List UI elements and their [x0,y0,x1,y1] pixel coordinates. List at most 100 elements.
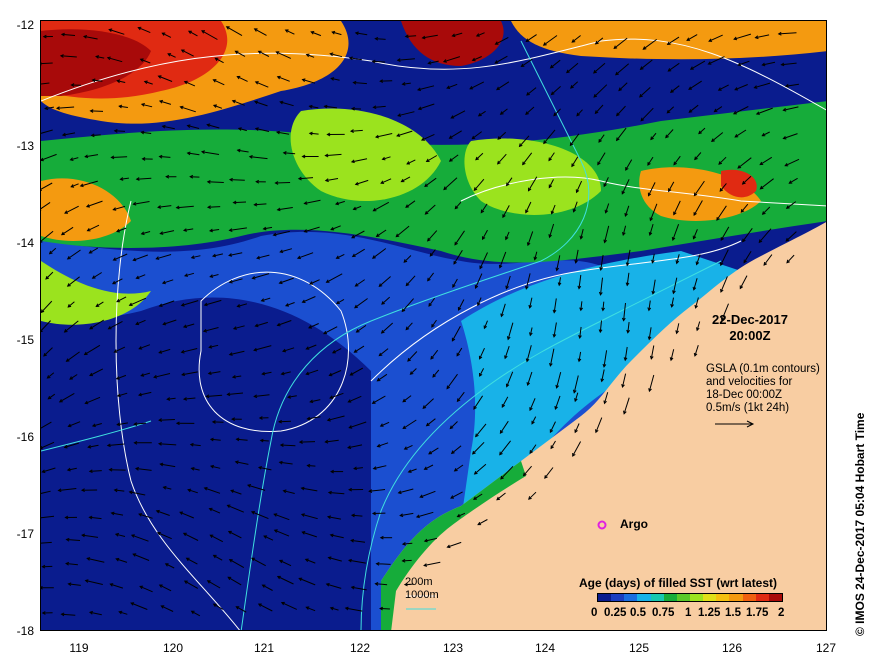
velocity-arrow [737,157,752,169]
velocity-arrow [255,128,270,132]
velocity-arrow [167,397,176,400]
velocity-arrow [402,395,412,403]
velocity-arrow [156,510,170,516]
velocity-arrowhead [114,532,120,537]
velocity-arrowhead [41,239,43,243]
velocity-arrowhead [529,407,533,412]
velocity-arrow [616,105,626,116]
velocity-arrowhead [190,467,195,471]
velocity-arrowhead [83,351,88,356]
velocity-arrowhead [720,288,724,293]
velocity-arrowhead [720,317,725,322]
colorbar-tick: 1.75 [746,607,769,619]
velocity-arrow [139,344,151,350]
velocity-arrow [64,320,79,333]
velocity-arrowhead [157,205,162,209]
colorbar-swatch [755,594,769,601]
velocity-arrowhead [719,188,724,192]
velocity-arrow [579,326,582,339]
velocity-arrowhead [112,207,117,211]
velocity-arrowhead [788,180,793,184]
velocity-arrow [720,226,730,241]
velocity-arrowhead [354,31,359,36]
velocity-arrow [302,296,316,303]
velocity-arrow [529,297,533,309]
velocity-arrowhead [474,284,479,289]
velocity-arrow [204,487,221,494]
velocity-arrowhead [278,419,283,424]
velocity-arrow [238,127,247,132]
velocity-arrow [507,322,514,340]
velocity-arrow [734,84,748,91]
velocity-arrowhead [254,100,258,105]
velocity-arrowhead [402,425,407,430]
velocity-arrowhead [308,131,313,136]
velocity-arrow [380,178,392,184]
velocity-arrow [229,350,245,356]
velocity-arrow [56,106,75,109]
gsla-contour [115,200,241,630]
dark-red-region [41,29,151,96]
velocity-arrow [325,439,339,443]
velocity-arrowhead [352,80,357,85]
velocity-arrow [89,319,105,330]
velocity-arrow [603,177,609,187]
velocity-arrow [763,254,773,266]
velocity-arrow [107,57,123,63]
sst-map[interactable] [40,20,827,631]
velocity-arrowhead [236,148,241,153]
velocity-arrow [353,82,367,85]
velocity-arrow [258,50,270,57]
velocity-arrowhead [397,490,402,495]
velocity-arrowhead [355,329,360,333]
velocity-arrowhead [424,183,428,188]
velocity-arrowhead [140,231,145,236]
velocity-arrow [249,156,268,160]
velocity-arrowhead [207,371,212,375]
velocity-arrow [553,298,557,313]
velocity-arrow [495,36,509,45]
velocity-arrow [310,399,321,403]
velocity-arrow [237,303,248,307]
velocity-arrow [276,131,290,135]
velocity-arrow [472,56,482,61]
velocity-arrow [206,394,223,397]
velocity-arrow [183,323,195,328]
velocity-arrowhead [261,584,266,588]
velocity-arrowhead [79,183,84,188]
velocity-arrow [158,443,177,446]
velocity-arrowhead [381,301,385,305]
velocity-arrowhead [350,513,355,518]
velocity-arrowhead [66,467,71,472]
velocity-arrow [41,82,50,85]
velocity-arrow [247,484,266,491]
sst-map-canvas [41,21,826,630]
velocity-arrowhead [280,601,285,606]
velocity-arrow [469,81,485,90]
velocity-arrowhead [647,192,652,197]
velocity-arrowhead [473,471,478,475]
velocity-arrowhead [431,323,435,328]
velocity-arrowhead [228,559,233,563]
velocity-arrow [85,580,103,585]
velocity-arrowhead [651,259,655,264]
velocity-arrow [61,613,76,616]
velocity-arrowhead [209,464,215,469]
velocity-arrowhead [740,209,745,213]
velocity-arrowhead [625,262,630,267]
velocity-arrowhead [41,611,46,615]
velocity-arrowhead [206,205,211,210]
velocity-arrowhead [759,185,764,190]
velocity-arrow [762,206,771,215]
velocity-arrow [570,81,579,89]
velocity-arrow [693,200,703,216]
velocity-arrow [162,32,172,38]
velocity-arrowhead [108,28,113,32]
velocity-arrowhead [423,563,428,567]
velocity-arrowhead [135,321,140,326]
velocity-arrowhead [166,397,171,401]
velocity-arrowhead [308,104,313,109]
velocity-arrow [665,129,674,138]
velocity-arrow [176,205,194,209]
velocity-arrow [755,34,770,39]
